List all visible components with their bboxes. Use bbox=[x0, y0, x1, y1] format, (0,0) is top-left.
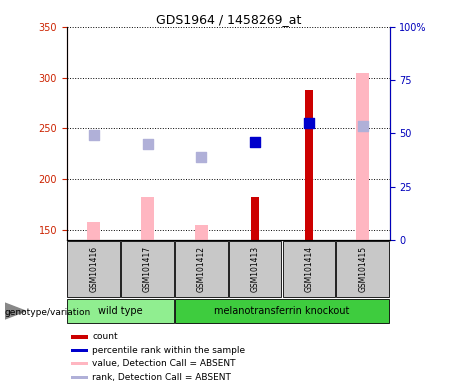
Text: GSM101417: GSM101417 bbox=[143, 246, 152, 292]
Point bbox=[90, 132, 97, 139]
Bar bbox=[71, 349, 89, 352]
FancyBboxPatch shape bbox=[175, 299, 389, 323]
Text: GSM101415: GSM101415 bbox=[358, 246, 367, 292]
Title: GDS1964 / 1458269_at: GDS1964 / 1458269_at bbox=[155, 13, 301, 26]
Bar bbox=[141, 197, 154, 240]
Point bbox=[251, 139, 259, 145]
FancyBboxPatch shape bbox=[283, 240, 335, 297]
Text: melanotransferrin knockout: melanotransferrin knockout bbox=[214, 306, 349, 316]
Text: genotype/variation: genotype/variation bbox=[5, 308, 91, 318]
Point bbox=[359, 123, 366, 129]
FancyBboxPatch shape bbox=[67, 240, 120, 297]
Bar bbox=[356, 73, 369, 240]
Text: GSM101416: GSM101416 bbox=[89, 246, 98, 292]
Bar bbox=[71, 335, 89, 339]
Bar bbox=[195, 225, 208, 240]
Text: value, Detection Call = ABSENT: value, Detection Call = ABSENT bbox=[92, 359, 236, 368]
Point bbox=[198, 154, 205, 160]
FancyBboxPatch shape bbox=[229, 240, 281, 297]
Point bbox=[305, 120, 313, 126]
Text: GSM101412: GSM101412 bbox=[197, 246, 206, 292]
FancyBboxPatch shape bbox=[67, 299, 174, 323]
Text: percentile rank within the sample: percentile rank within the sample bbox=[92, 346, 245, 355]
FancyBboxPatch shape bbox=[121, 240, 174, 297]
Text: GSM101413: GSM101413 bbox=[251, 246, 260, 292]
Bar bbox=[71, 362, 89, 366]
Bar bbox=[71, 376, 89, 379]
FancyBboxPatch shape bbox=[175, 240, 228, 297]
Bar bbox=[251, 197, 259, 240]
Text: rank, Detection Call = ABSENT: rank, Detection Call = ABSENT bbox=[92, 373, 231, 382]
Text: GSM101414: GSM101414 bbox=[304, 246, 313, 292]
Bar bbox=[87, 222, 100, 240]
FancyBboxPatch shape bbox=[337, 240, 389, 297]
Point bbox=[144, 141, 151, 147]
Polygon shape bbox=[5, 303, 26, 319]
Bar bbox=[305, 90, 313, 240]
Text: wild type: wild type bbox=[98, 306, 143, 316]
Text: count: count bbox=[92, 333, 118, 341]
